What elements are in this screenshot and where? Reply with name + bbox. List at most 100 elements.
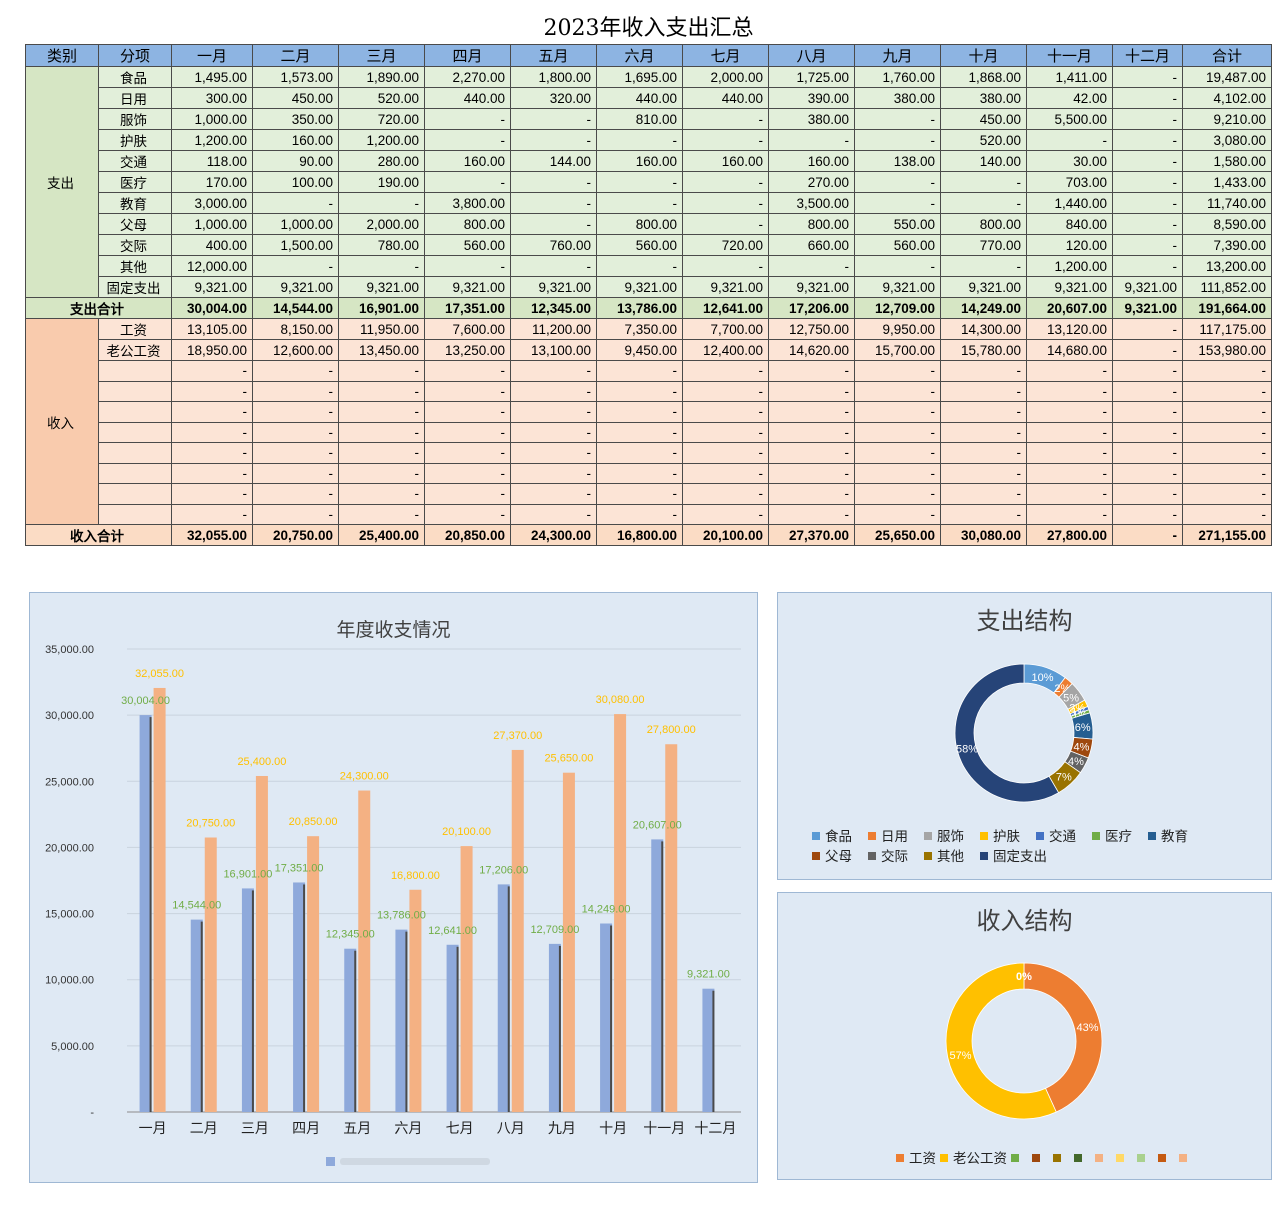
value-cell: -: [1112, 421, 1183, 443]
value-cell: -: [596, 421, 683, 443]
value-cell: 20,750.00: [252, 524, 339, 546]
value-cell: -: [252, 483, 339, 505]
value-cell: 800.00: [768, 213, 855, 235]
column-header: 六月: [596, 44, 683, 67]
value-cell: -: [682, 462, 769, 484]
category-expense-cell: 支出: [25, 66, 99, 298]
value-cell: 100.00: [252, 171, 339, 193]
column-header: 五月: [510, 44, 597, 67]
value-cell: -: [510, 483, 597, 505]
income-legend: 工资 老公工资: [896, 1149, 1256, 1169]
expense-bar-shadow: [303, 884, 306, 1112]
value-cell: 1,200.00: [1026, 255, 1113, 277]
value-cell: 90.00: [252, 150, 339, 172]
expense-value-label: 12,709.00: [530, 924, 579, 936]
value-cell: -: [596, 360, 683, 382]
table-row: 父母 1,000.00 1,000.00 2,000.00 800.00-800.00-…: [26, 213, 1272, 235]
income-total-label: 收入合计: [25, 524, 172, 546]
value-cell: 20,850.00: [424, 524, 511, 546]
legend-item: 工资: [896, 1149, 936, 1169]
value-cell: 300.00: [171, 87, 253, 109]
value-cell: 7,390.00: [1182, 234, 1272, 256]
income-bar: [153, 687, 166, 1112]
value-cell: -: [510, 380, 597, 402]
value-cell: 117,175.00: [1182, 318, 1272, 340]
table-row: 固定支出 9,321.00 9,321.00 9,321.00 9,321.00 9,32…: [26, 276, 1272, 298]
value-cell: -: [1112, 255, 1183, 277]
value-cell: 1,500.00: [252, 234, 339, 256]
legend-item: 护肤: [980, 827, 1020, 847]
legend-label: 老公工资: [953, 1151, 1007, 1167]
value-cell: 12,709.00: [854, 297, 941, 319]
value-cell: 120.00: [1026, 234, 1113, 256]
value-cell: 12,400.00: [682, 339, 769, 361]
legend-swatch: [896, 1154, 904, 1162]
income-bar: [665, 744, 678, 1112]
value-cell: 17,206.00: [768, 297, 855, 319]
value-cell: -: [171, 462, 253, 484]
legend-label: 交际: [881, 849, 908, 865]
value-cell: 1,890.00: [338, 66, 425, 88]
value-cell: 13,200.00: [1182, 255, 1272, 277]
value-cell: -: [510, 192, 597, 214]
legend-item: 教育: [1148, 827, 1188, 847]
legend-swatch: [326, 1157, 335, 1166]
legend-swatch: [1036, 832, 1044, 840]
expense-bar: [600, 923, 613, 1112]
value-cell: -: [171, 483, 253, 505]
value-cell: -: [338, 442, 425, 464]
value-cell: 8,590.00: [1182, 213, 1272, 235]
value-cell: 800.00: [940, 213, 1027, 235]
value-cell: 12,641.00: [682, 297, 769, 319]
value-cell: 720.00: [338, 108, 425, 130]
column-header: 十月: [940, 44, 1027, 67]
value-cell: 2,270.00: [424, 66, 511, 88]
value-cell: -: [171, 380, 253, 402]
value-cell: -: [1112, 150, 1183, 172]
value-cell: -: [596, 401, 683, 423]
expense-slice: [954, 663, 1060, 803]
value-cell: -: [682, 380, 769, 402]
column-header: 二月: [252, 44, 339, 67]
legend-item: [1179, 1149, 1192, 1169]
expense-value-label: 12,641.00: [428, 925, 477, 937]
value-cell: -: [424, 108, 511, 130]
summary-table: 类别 分项 一月 二月 三月 四月 五月 六月 七月 八月 九月 十月 十一月 十二月 合计 支出 食品 1,4…: [25, 44, 1272, 546]
expense-percent-label: 4%: [1073, 741, 1089, 753]
x-category-label: 六月: [394, 1121, 422, 1137]
value-cell: -: [596, 442, 683, 464]
value-cell: 9,321.00: [854, 276, 941, 298]
value-cell: -: [1112, 442, 1183, 464]
value-cell: -: [1112, 318, 1183, 340]
table-row: 护肤 1,200.00 160.00 1,200.00- - - - - -520.00- -3,…: [26, 129, 1272, 151]
expense-bar: [497, 884, 510, 1112]
category-income-cell: 收入: [25, 318, 99, 525]
expense-percent-label: 10%: [1032, 672, 1054, 684]
value-cell: 16,901.00: [338, 297, 425, 319]
value-cell: -: [682, 401, 769, 423]
y-tick-label: 5,000.00: [51, 1041, 94, 1053]
value-cell: 9,321.00: [338, 276, 425, 298]
value-cell: 9,321.00: [682, 276, 769, 298]
value-cell: 9,321.00: [1112, 276, 1183, 298]
value-cell: -: [854, 380, 941, 402]
item-cell: 交通: [98, 150, 172, 172]
item-cell: 交际: [98, 234, 172, 256]
value-cell: -: [1112, 192, 1183, 214]
value-cell: -: [510, 421, 597, 443]
legend-swatch: [1011, 1154, 1019, 1162]
value-cell: 138.00: [854, 150, 941, 172]
value-cell: -: [682, 421, 769, 443]
value-cell: -: [1182, 421, 1272, 443]
legend-item: 老公工资: [940, 1149, 1007, 1169]
value-cell: -: [596, 255, 683, 277]
value-cell: -: [940, 401, 1027, 423]
value-cell: 11,740.00: [1182, 192, 1272, 214]
value-cell: -: [424, 421, 511, 443]
income-value-label: 27,370.00: [493, 730, 542, 742]
value-cell: 440.00: [424, 87, 511, 109]
value-cell: 27,800.00: [1026, 524, 1113, 546]
expense-bar-shadow: [661, 841, 664, 1112]
value-cell: -: [1112, 401, 1183, 423]
legend-swatch: [868, 832, 876, 840]
